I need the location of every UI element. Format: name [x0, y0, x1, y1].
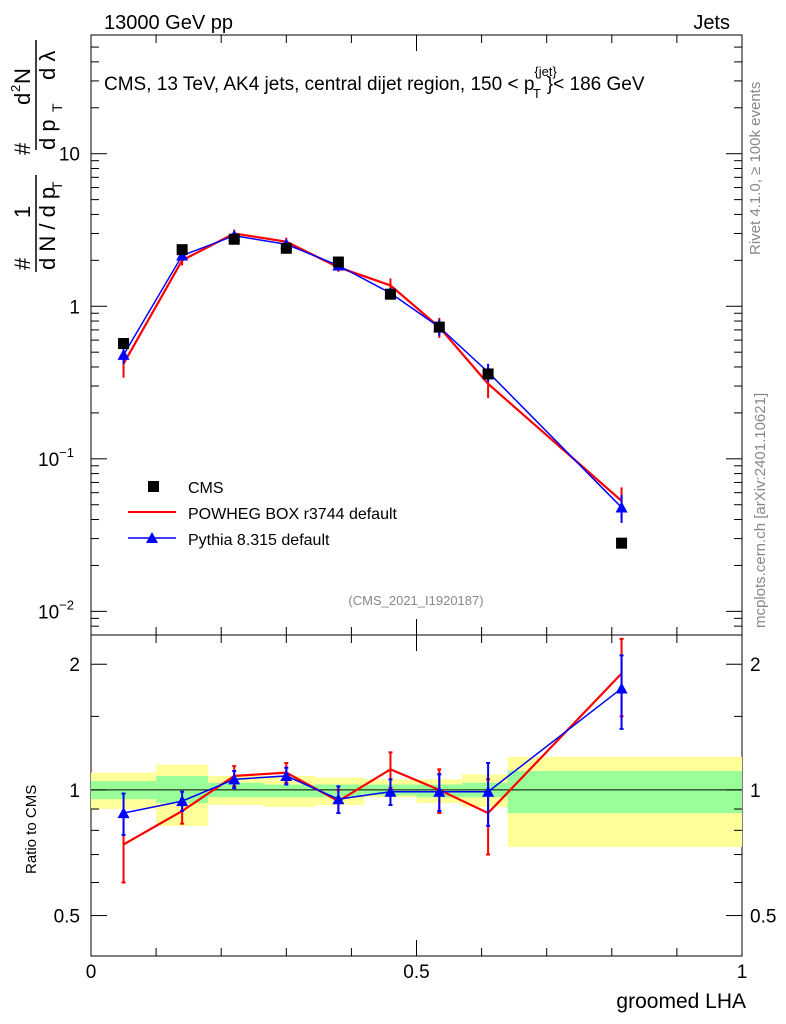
cms-data-point-5	[384, 288, 396, 300]
main-marker-pythia-0	[117, 348, 130, 360]
chart-title: CMS, 13 TeV, AK4 jets, central dijet reg…	[104, 64, 645, 101]
title-suffix: }< 186 GeV	[547, 74, 645, 95]
ratio-ytick-label-0: 2	[69, 655, 80, 676]
ratio-marker-pythia-4	[332, 793, 345, 805]
cms-data-point-8	[616, 537, 628, 549]
axes-ticks: 0 0.5 1 10 1 10−1 10−2 2 2 1 1 0.5 0.5	[38, 34, 776, 983]
legend-cms-label: CMS	[188, 480, 224, 497]
x-tick-label-1: 0.5	[403, 962, 429, 983]
ratio-ytick-label-right-1: 1	[750, 781, 761, 802]
ylabel-dn-sub: T	[49, 181, 65, 190]
ratio-ylabel: Ratio to CMS	[23, 785, 40, 874]
inner-band-3	[263, 784, 316, 798]
legend-pythia-marker	[146, 532, 158, 543]
main-line-pythia	[122, 234, 623, 508]
mcplots-label: mcplots.cern.ch [arXiv:2401.10621]	[752, 393, 769, 628]
main-ytick-label-0: 10	[59, 145, 80, 166]
ylabel-hash-2: #	[10, 142, 35, 155]
cms-data-point-4	[332, 256, 344, 268]
title-sup: {jet}	[534, 64, 557, 79]
header-left: 13000 GeV pp	[104, 12, 233, 34]
ylabel-d2n-sup: 2	[8, 85, 23, 92]
ratio-ytick-label-right-2: 0.5	[750, 907, 776, 928]
ylabel-dn-dpt: d N / d p	[35, 187, 60, 270]
ratio-marker-pythia-6	[433, 785, 446, 797]
legend-powheg-label: POWHEG BOX r3744 default	[188, 506, 398, 523]
ratio-marker-pythia-3	[280, 769, 293, 781]
cms-data-point-0	[118, 338, 130, 350]
x-axis-label: groomed LHA	[616, 990, 746, 1013]
main-ytick-label-1: 1	[69, 297, 80, 318]
header-right: Jets	[693, 12, 730, 34]
main-ytick-label-3: 10−2	[38, 597, 74, 623]
ylabel-dp: d p	[35, 119, 60, 150]
cms-data-point-1	[176, 244, 188, 256]
data-marks	[117, 229, 628, 884]
ratio-marker-pythia-0	[117, 807, 130, 819]
title-prefix: CMS, 13 TeV, AK4 jets, central dijet reg…	[104, 74, 534, 95]
main-ytick-label-2: 10−1	[38, 445, 74, 471]
ylabel-dp-sub: T	[49, 103, 65, 112]
uncertainty-bands	[91, 756, 742, 847]
ylabel-dl: d λ	[35, 51, 60, 80]
main-marker-pythia-8	[615, 501, 628, 513]
x-tick-label-0: 0	[86, 962, 97, 983]
cms-data-point-3	[280, 242, 292, 254]
x-tick-label-2: 1	[737, 962, 748, 983]
legend: CMS POWHEG BOX r3744 default Pythia 8.31…	[128, 480, 398, 549]
chart-title-text: CMS, 13 TeV, AK4 jets, central dijet reg…	[104, 64, 645, 101]
main-line-powheg	[122, 232, 623, 502]
rivet-label: Rivet 4.1.0, ≥ 100k events	[747, 82, 764, 255]
ylabel-d2n-n: N	[10, 68, 35, 84]
cms-data-point-6	[433, 321, 445, 333]
ratio-ytick-label-1: 1	[69, 781, 80, 802]
legend-pythia-label: Pythia 8.315 default	[188, 532, 330, 549]
ratio-marker-pythia-5	[384, 785, 397, 797]
cms-data-point-2	[228, 233, 240, 245]
main-ylabel: # 1 d N / d p T # d 2 N d p T d λ	[8, 40, 65, 272]
ratio-marker-pythia-7	[482, 785, 495, 797]
analysis-watermark: (CMS_2021_I1920187)	[348, 593, 483, 608]
ratio-marker-pythia-8	[615, 682, 628, 694]
legend-cms-marker	[148, 481, 159, 492]
ylabel-one: 1	[10, 206, 35, 218]
ylabel-hash-1: #	[10, 257, 35, 270]
cms-data-point-7	[482, 368, 494, 380]
title-sub: T	[533, 86, 541, 101]
ratio-marker-pythia-2	[228, 773, 241, 785]
ratio-ytick-label-2: 0.5	[54, 907, 80, 928]
ratio-ytick-label-right-0: 2	[750, 655, 761, 676]
ylabel-d2n-d: d	[10, 93, 35, 105]
ratio-marker-pythia-1	[176, 795, 189, 807]
inner-band-8	[507, 770, 742, 814]
